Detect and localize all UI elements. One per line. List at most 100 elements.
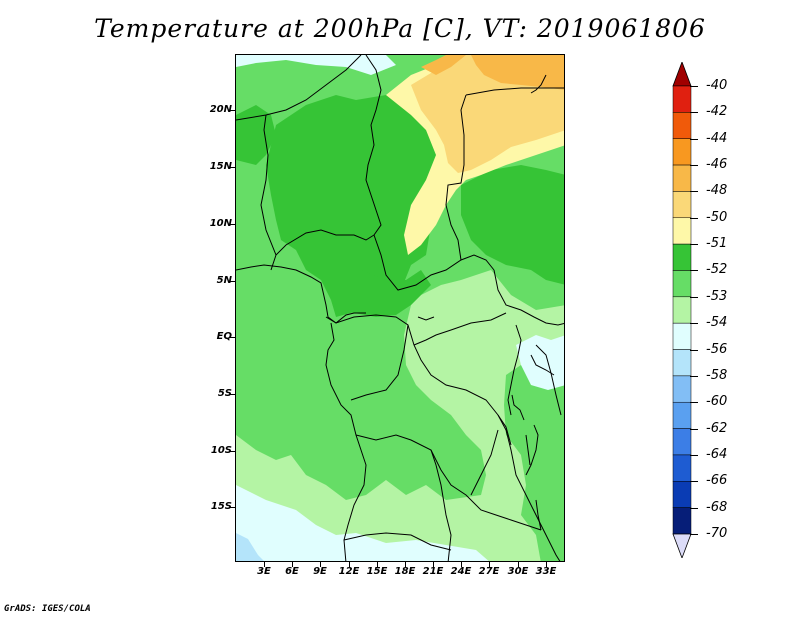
lon-label-24e: 24E xyxy=(450,566,472,577)
lon-label-18e: 18E xyxy=(394,566,416,577)
xtick-mark xyxy=(518,562,519,567)
colorbar-tick xyxy=(690,534,698,535)
lon-label-33e: 33E xyxy=(535,566,557,577)
colorbar-tick xyxy=(690,138,698,140)
fill-48-nw xyxy=(421,55,466,75)
lon-label-21e: 21E xyxy=(422,566,444,577)
fill-52-west xyxy=(236,105,276,165)
ytick-mark xyxy=(229,394,235,395)
colorbar-segment xyxy=(672,138,692,166)
colorbar-tick xyxy=(690,244,698,246)
lakes xyxy=(417,316,542,531)
lat-label-10n: 10N xyxy=(209,218,232,229)
colorbar-top-arrow xyxy=(672,60,692,87)
colorbar-tick xyxy=(690,375,698,377)
colorbar-segment xyxy=(672,507,692,535)
colorbar-label: -53 xyxy=(706,288,728,304)
colorbar-tick xyxy=(690,454,698,456)
colorbar-segment xyxy=(672,243,692,271)
colorbar-label: -40 xyxy=(706,78,728,93)
lat-label-eq: EQ xyxy=(216,331,232,342)
fill-52-north xyxy=(266,95,456,317)
colorbar-tick xyxy=(690,481,698,483)
xtick-mark xyxy=(349,562,350,567)
ytick-mark xyxy=(229,167,235,168)
ytick-mark xyxy=(229,337,235,338)
colorbar-label: -64 xyxy=(706,446,728,462)
lat-label-15s: 15S xyxy=(210,501,232,512)
colorbar-label: -50 xyxy=(706,209,728,225)
colorbar-tick xyxy=(690,165,698,167)
lon-label-30e: 30E xyxy=(507,566,529,577)
fill-56-corner xyxy=(236,533,264,561)
colorbar-tick xyxy=(690,296,698,298)
colorbar-bottom-arrow xyxy=(672,533,692,560)
colorbar-segment xyxy=(672,217,692,245)
lat-label-10s: 10S xyxy=(210,445,232,456)
colorbar-segment xyxy=(672,375,692,403)
colorbar-label: -70 xyxy=(706,526,728,541)
lon-label-15e: 15E xyxy=(366,566,388,577)
map-borders xyxy=(236,55,564,561)
colorbar-label: -46 xyxy=(706,157,728,173)
xtick-mark xyxy=(489,562,490,567)
xtick-mark xyxy=(546,562,547,567)
footer-credit: GrADS: IGES/COLA xyxy=(4,604,91,614)
lat-label-5n: 5N xyxy=(216,275,232,286)
xtick-mark xyxy=(377,562,378,567)
xtick-mark xyxy=(320,562,321,567)
lat-label-5s: 5S xyxy=(217,388,232,399)
ytick-mark xyxy=(229,281,235,282)
colorbar-segment xyxy=(672,270,692,298)
colorbar-segment xyxy=(672,349,692,377)
colorbar-label: -58 xyxy=(706,367,728,383)
colorbar-segment xyxy=(672,454,692,482)
colorbar-tick xyxy=(690,507,698,509)
xtick-mark xyxy=(292,562,293,567)
fill-52-central xyxy=(331,270,431,317)
fill-53-east xyxy=(504,345,564,561)
colorbar-tick xyxy=(690,402,698,404)
colorbar-segment xyxy=(672,112,692,139)
xtick-mark xyxy=(405,562,406,567)
colorbar-label: -62 xyxy=(706,420,728,436)
xtick-mark xyxy=(433,562,434,567)
colorbar-label: -54 xyxy=(706,315,728,331)
fill-48-band xyxy=(471,55,564,90)
colorbar-segment xyxy=(672,322,692,350)
xtick-mark xyxy=(264,562,265,567)
colorbar-segment xyxy=(672,164,692,192)
colorbar-label: -42 xyxy=(706,104,728,120)
colorbar-tick xyxy=(690,270,698,272)
colorbar-segment xyxy=(672,428,692,456)
colorbar-segment xyxy=(672,191,692,219)
ytick-mark xyxy=(229,507,235,508)
lon-label-9e: 9E xyxy=(313,566,327,577)
colorbar-tick xyxy=(690,217,698,219)
chart-title: Temperature at 200hPa [C], VT: 201906180… xyxy=(94,14,706,43)
colorbar-tick xyxy=(690,86,698,87)
colorbar-segment xyxy=(672,481,692,508)
colorbar-label: -51 xyxy=(706,236,728,252)
lon-label-27e: 27E xyxy=(478,566,500,577)
colorbar-tick xyxy=(690,191,698,193)
lon-label-3e: 3E xyxy=(257,566,271,577)
colorbar-segment xyxy=(672,85,692,113)
lat-label-20n: 20N xyxy=(209,104,232,115)
lon-label-12e: 12E xyxy=(338,566,360,577)
colorbar-tick xyxy=(690,349,698,351)
colorbar-tick xyxy=(690,112,698,114)
xtick-mark xyxy=(461,562,462,567)
lon-label-6e: 6E xyxy=(285,566,299,577)
colorbar-label: -60 xyxy=(706,394,728,410)
ytick-mark xyxy=(229,110,235,111)
colorbar xyxy=(672,60,692,562)
fill-52-east xyxy=(461,165,564,285)
colorbar-label: -44 xyxy=(706,130,728,146)
colorbar-segment xyxy=(672,296,692,324)
colorbar-label: -66 xyxy=(706,473,728,489)
colorbar-label: -68 xyxy=(706,499,728,515)
colorbar-tick xyxy=(690,428,698,430)
temperature-map xyxy=(235,54,565,562)
colorbar-tick xyxy=(690,323,698,325)
